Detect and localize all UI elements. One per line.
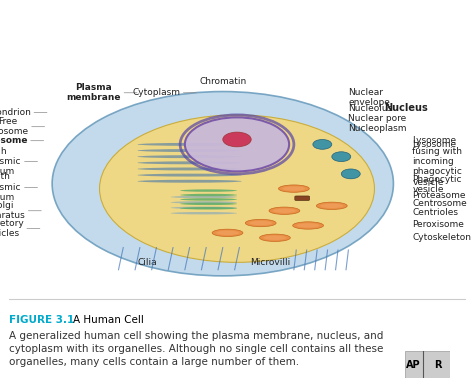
Text: Cytoskeleton: Cytoskeleton — [412, 233, 471, 242]
Text: Proteasome: Proteasome — [412, 191, 466, 200]
Text: Nuclear pore: Nuclear pore — [348, 114, 407, 123]
Text: Nucleolus: Nucleolus — [348, 104, 392, 113]
Text: Nucleus: Nucleus — [384, 103, 428, 113]
Text: FUNDAMENTAL: FUNDAMENTAL — [47, 14, 182, 32]
Ellipse shape — [246, 219, 276, 227]
Ellipse shape — [273, 209, 296, 213]
Text: Nuclear
envelope: Nuclear envelope — [348, 88, 390, 108]
Text: Lysosome: Lysosome — [412, 140, 456, 149]
Text: A generalized human cell showing the plasma membrane, nucleus, and
cytoplasm wit: A generalized human cell showing the pla… — [9, 331, 384, 367]
Text: Centrosome: Centrosome — [412, 199, 467, 209]
Text: R: R — [435, 360, 442, 370]
Ellipse shape — [293, 222, 323, 229]
Text: Centrioles: Centrioles — [412, 208, 458, 217]
Text: Smooth
endoplasmic
reticulum: Smooth endoplasmic reticulum — [0, 172, 21, 202]
Ellipse shape — [216, 231, 239, 235]
Text: Nucleoplasm: Nucleoplasm — [348, 124, 407, 132]
Ellipse shape — [171, 201, 237, 204]
Ellipse shape — [171, 207, 237, 209]
Text: Mitochondrion: Mitochondrion — [0, 108, 31, 117]
Ellipse shape — [185, 118, 289, 171]
Ellipse shape — [279, 185, 309, 192]
Ellipse shape — [137, 149, 242, 152]
Ellipse shape — [137, 180, 242, 183]
Ellipse shape — [313, 139, 332, 149]
Ellipse shape — [180, 207, 237, 210]
Ellipse shape — [171, 196, 237, 198]
Ellipse shape — [316, 202, 347, 210]
Ellipse shape — [171, 212, 237, 214]
FancyBboxPatch shape — [295, 196, 310, 200]
Ellipse shape — [137, 167, 242, 170]
Ellipse shape — [320, 204, 343, 208]
Ellipse shape — [269, 207, 300, 214]
Ellipse shape — [259, 234, 290, 242]
Text: Figure: Figure — [187, 14, 258, 32]
Ellipse shape — [100, 115, 374, 262]
Text: Phagocytic
vesicle: Phagocytic vesicle — [412, 175, 462, 194]
Text: Secretory
vesicles: Secretory vesicles — [0, 219, 24, 238]
Text: Cilia: Cilia — [137, 258, 157, 267]
Ellipse shape — [283, 186, 305, 191]
Ellipse shape — [137, 155, 242, 158]
Ellipse shape — [137, 143, 242, 146]
Text: Golgi
apparatus: Golgi apparatus — [0, 201, 25, 220]
Ellipse shape — [341, 169, 360, 179]
Ellipse shape — [180, 203, 237, 205]
Text: Free
ribosome: Free ribosome — [0, 117, 28, 136]
Text: Rough
endoplasmic
reticulum: Rough endoplasmic reticulum — [0, 147, 21, 177]
Text: Ribosome: Ribosome — [0, 136, 27, 145]
Text: Microvilli: Microvilli — [250, 258, 290, 267]
Text: Cytoplasm: Cytoplasm — [132, 88, 180, 97]
Text: FIGURE 3.1: FIGURE 3.1 — [9, 315, 75, 325]
Ellipse shape — [137, 161, 242, 164]
Text: AP: AP — [406, 360, 421, 370]
Ellipse shape — [332, 152, 351, 162]
Text: A Human Cell: A Human Cell — [73, 315, 145, 325]
Ellipse shape — [180, 198, 237, 201]
Ellipse shape — [249, 221, 272, 225]
Ellipse shape — [180, 194, 237, 196]
Text: Plasma
membrane: Plasma membrane — [66, 83, 121, 103]
FancyBboxPatch shape — [405, 351, 450, 378]
Text: Lysosome
fusing with
incoming
phagocytic
vesicle: Lysosome fusing with incoming phagocytic… — [412, 136, 462, 187]
Ellipse shape — [223, 132, 251, 147]
Ellipse shape — [212, 229, 243, 237]
Text: Chromatin: Chromatin — [199, 77, 246, 86]
Ellipse shape — [264, 235, 286, 240]
Ellipse shape — [137, 174, 242, 177]
Ellipse shape — [180, 189, 237, 192]
Ellipse shape — [52, 91, 393, 276]
Text: Peroxisome: Peroxisome — [412, 220, 464, 229]
Ellipse shape — [297, 223, 319, 228]
